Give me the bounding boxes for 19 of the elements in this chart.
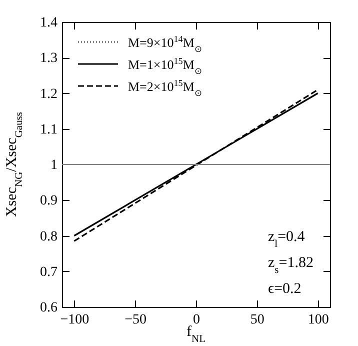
y-tick-label: 0.8: [40, 229, 58, 244]
y-tick-label: 0.7: [40, 264, 58, 280]
x-tick-label: −50: [124, 312, 147, 328]
x-tick-label: 50: [250, 312, 264, 328]
y-tick-label: 1.3: [40, 51, 58, 66]
annotation: z$_{l}$=0.4: [268, 229, 306, 250]
y-tick-label: 0.9: [40, 194, 58, 209]
x-tick-label: −100: [60, 312, 90, 328]
x-tick-label: 100: [308, 312, 329, 328]
legend-label: M=1×10$^{15}$M$_{⊙}$: [128, 56, 202, 76]
legend-label: M=9×10$^{14}$M$_{⊙}$: [128, 34, 202, 54]
annotation: ϵ=0.2: [268, 281, 302, 297]
legend-label: M=2×10$^{15}$M$_{⊙}$: [128, 78, 202, 98]
y-tick-label: 1.2: [40, 86, 58, 102]
y-tick-label: 1.1: [40, 122, 58, 138]
y-tick-label: 0.6: [40, 300, 58, 316]
y-tick-label: 1.4: [40, 16, 58, 30]
y-tick-label: 1: [50, 158, 58, 173]
annotation: z$_{s}$=1.82: [268, 255, 314, 276]
